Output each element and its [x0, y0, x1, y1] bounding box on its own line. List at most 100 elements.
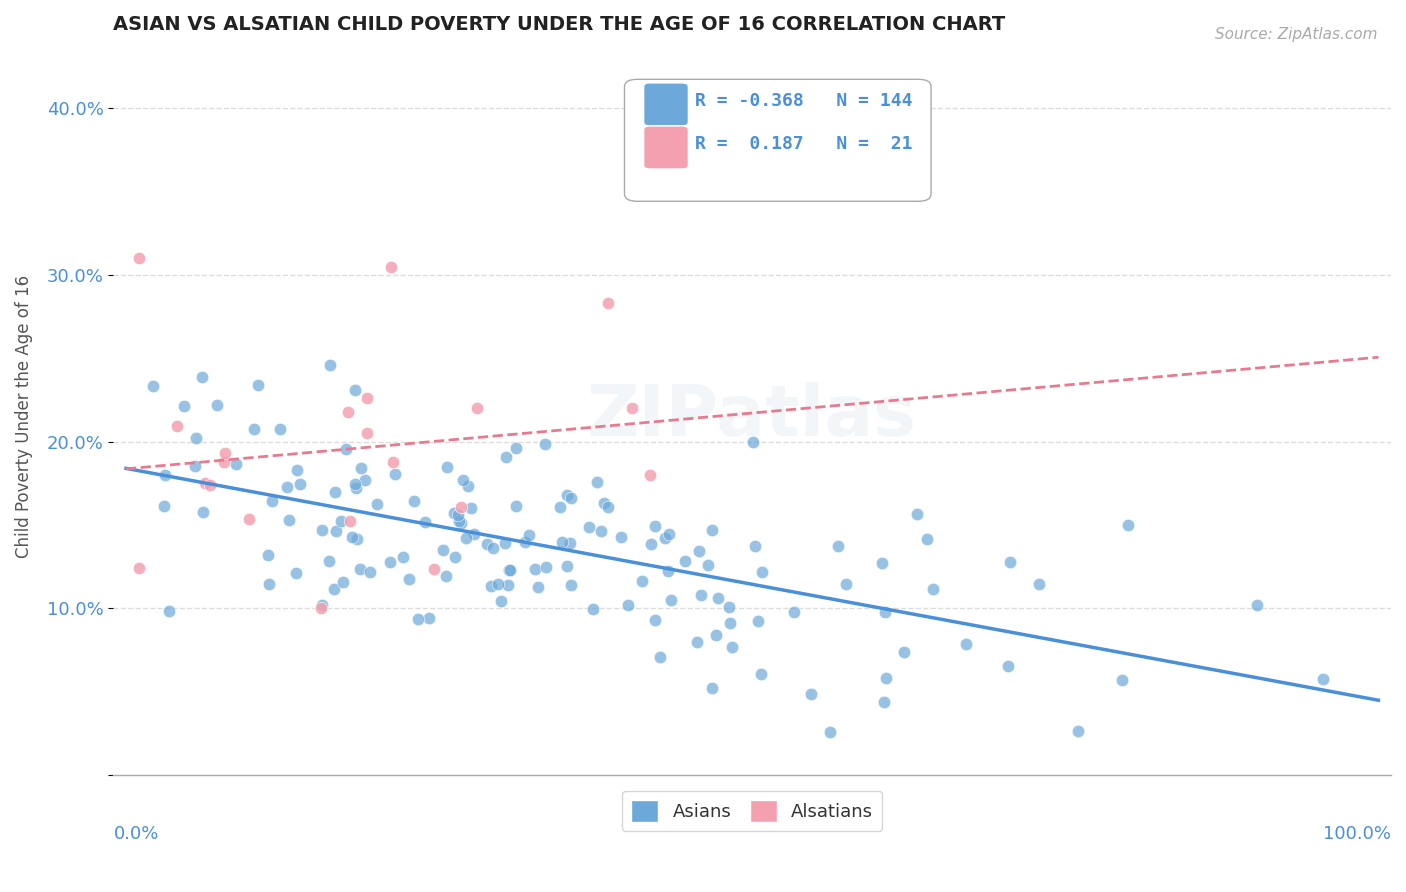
Point: [690, 588, 713, 602]
Point: [184, 431, 207, 445]
Point: [344, 477, 367, 491]
Point: [688, 543, 710, 558]
Point: [998, 555, 1021, 569]
Point: [346, 532, 368, 546]
Point: [450, 516, 472, 531]
Point: [325, 524, 347, 538]
Point: [873, 694, 896, 708]
Point: [214, 445, 236, 459]
Point: [128, 251, 150, 265]
Point: [378, 555, 401, 569]
Point: [153, 467, 176, 482]
Point: [191, 505, 214, 519]
Point: [486, 577, 509, 591]
Point: [593, 495, 616, 509]
Point: [496, 577, 519, 591]
Point: [434, 569, 457, 583]
Text: 0.0%: 0.0%: [114, 825, 159, 844]
Point: [654, 531, 676, 545]
Point: [717, 599, 740, 614]
Point: [560, 491, 582, 505]
Point: [997, 659, 1019, 673]
Point: [153, 499, 176, 513]
Point: [479, 579, 502, 593]
Point: [783, 605, 806, 619]
Point: [905, 507, 928, 521]
Point: [380, 260, 402, 274]
Text: Source: ZipAtlas.com: Source: ZipAtlas.com: [1215, 27, 1378, 42]
Point: [524, 562, 547, 576]
Point: [207, 398, 229, 412]
Y-axis label: Child Poverty Under the Age of 16: Child Poverty Under the Age of 16: [15, 275, 32, 558]
Point: [630, 574, 652, 589]
Point: [527, 580, 550, 594]
Point: [398, 572, 420, 586]
Point: [658, 526, 681, 541]
Point: [276, 480, 298, 494]
Point: [589, 524, 612, 538]
Point: [596, 500, 619, 514]
Point: [697, 558, 720, 573]
Point: [128, 560, 150, 574]
Text: ASIAN VS ALSATIAN CHILD POVERTY UNDER THE AGE OF 16 CORRELATION CHART: ASIAN VS ALSATIAN CHILD POVERTY UNDER TH…: [114, 15, 1005, 34]
Point: [436, 460, 458, 475]
Point: [673, 554, 696, 568]
Point: [586, 475, 609, 489]
Point: [517, 528, 540, 542]
Point: [166, 418, 188, 433]
Point: [1066, 723, 1088, 738]
Point: [482, 541, 505, 555]
Point: [704, 628, 727, 642]
Point: [657, 564, 679, 578]
Point: [323, 582, 346, 596]
Point: [454, 532, 477, 546]
FancyBboxPatch shape: [644, 83, 689, 126]
Point: [339, 514, 361, 528]
Point: [700, 681, 723, 695]
Text: ZIPatlas: ZIPatlas: [588, 382, 917, 451]
Point: [356, 392, 378, 406]
Point: [335, 442, 357, 457]
Point: [648, 649, 671, 664]
Point: [620, 401, 643, 415]
Point: [238, 512, 260, 526]
Point: [465, 401, 488, 415]
Point: [392, 550, 415, 565]
Point: [173, 399, 195, 413]
Point: [582, 601, 605, 615]
Point: [382, 455, 405, 469]
Point: [495, 536, 517, 550]
Point: [875, 605, 897, 619]
Point: [741, 435, 763, 450]
Point: [443, 550, 465, 565]
Point: [720, 640, 742, 654]
Point: [835, 577, 858, 591]
Point: [384, 467, 406, 481]
Point: [617, 598, 640, 612]
Point: [489, 593, 512, 607]
Point: [344, 384, 367, 398]
Point: [498, 563, 520, 577]
Point: [505, 441, 527, 455]
Point: [749, 667, 772, 681]
Point: [184, 459, 207, 474]
Point: [700, 524, 723, 538]
Point: [332, 575, 354, 590]
Point: [551, 534, 574, 549]
Point: [827, 540, 849, 554]
Point: [340, 530, 363, 544]
Point: [423, 562, 446, 576]
Point: [269, 422, 291, 436]
Point: [609, 530, 631, 544]
Point: [460, 501, 482, 516]
Text: 100.0%: 100.0%: [1323, 825, 1391, 844]
Point: [451, 473, 474, 487]
FancyBboxPatch shape: [644, 126, 689, 169]
Point: [260, 494, 283, 508]
Point: [318, 554, 340, 568]
Point: [402, 494, 425, 508]
Point: [818, 724, 841, 739]
Point: [285, 463, 308, 477]
Point: [1246, 598, 1268, 612]
Point: [256, 548, 278, 562]
